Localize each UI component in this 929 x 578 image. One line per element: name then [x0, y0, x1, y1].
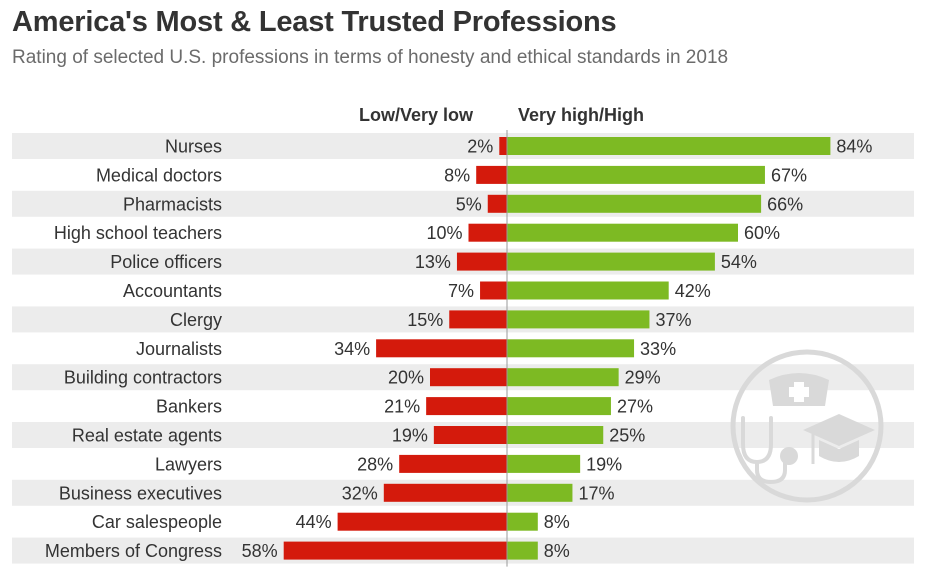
low-bar: [487, 194, 507, 213]
category-label: Pharmacists: [123, 194, 222, 214]
high-value-label: 67%: [771, 165, 807, 185]
high-value-label: 29%: [625, 368, 661, 388]
category-label: Nurses: [165, 137, 222, 157]
high-value-label: 54%: [721, 252, 757, 272]
category-label: Real estate agents: [72, 426, 222, 446]
high-bar: [507, 368, 619, 387]
high-bar: [507, 281, 669, 300]
low-bar: [430, 368, 507, 387]
category-label: Police officers: [110, 252, 222, 272]
high-value-label: 33%: [640, 339, 676, 359]
low-bar: [399, 454, 507, 473]
low-bar: [383, 483, 507, 502]
low-value-label: 15%: [407, 310, 443, 330]
high-bar: [507, 397, 611, 416]
high-value-label: 42%: [675, 281, 711, 301]
high-bar: [507, 194, 762, 213]
high-value-label: 66%: [767, 194, 803, 214]
category-label: Members of Congress: [45, 541, 222, 561]
profession-watermark: [730, 349, 884, 503]
chart-title: America's Most & Least Trusted Professio…: [12, 6, 617, 38]
low-bar: [468, 223, 507, 242]
low-value-label: 10%: [426, 223, 462, 243]
category-label: Building contractors: [64, 368, 222, 388]
low-value-label: 58%: [242, 541, 278, 561]
high-value-label: 25%: [609, 426, 645, 446]
low-value-label: 8%: [444, 165, 470, 185]
stethoscope-icon: [741, 416, 798, 485]
high-bar: [507, 223, 738, 242]
graduation-cap-icon: [803, 414, 875, 464]
category-label: High school teachers: [54, 223, 222, 243]
high-bar: [507, 310, 650, 329]
high-value-label: 60%: [744, 223, 780, 243]
high-bar: [507, 137, 831, 155]
high-bar: [507, 165, 765, 184]
low-value-label: 32%: [342, 483, 378, 503]
low-bar: [449, 310, 507, 329]
low-value-label: 21%: [384, 397, 420, 417]
low-value-label: 28%: [357, 454, 393, 474]
high-value-label: 37%: [655, 310, 691, 330]
high-value-label: 8%: [544, 512, 570, 532]
low-bar: [476, 165, 507, 184]
low-bar: [283, 541, 507, 560]
low-bar: [433, 426, 507, 444]
category-label: Journalists: [136, 339, 222, 359]
low-bar: [376, 339, 507, 358]
category-label: Medical doctors: [96, 165, 222, 185]
low-value-label: 2%: [467, 137, 493, 157]
high-bar: [507, 512, 538, 531]
low-bar: [480, 281, 507, 300]
low-value-label: 5%: [456, 194, 482, 214]
bars: [283, 137, 831, 560]
low-value-label: 34%: [334, 339, 370, 359]
nurse-cap-icon: [769, 373, 829, 406]
category-label: Clergy: [170, 310, 222, 330]
high-bar: [507, 339, 635, 358]
category-label: Accountants: [123, 281, 222, 301]
low-bar: [499, 137, 507, 155]
low-value-label: 7%: [448, 281, 474, 301]
labels: Nurses 2% 84% Medical doctors 8% 67% Pharmacis…: [45, 137, 873, 562]
category-label: Business executives: [59, 483, 222, 503]
high-bar: [507, 426, 604, 444]
high-value-label: 19%: [586, 454, 622, 474]
low-value-label: 19%: [392, 426, 428, 446]
category-label: Car salespeople: [92, 512, 222, 532]
chart-subtitle: Rating of selected U.S. professions in t…: [12, 47, 729, 68]
low-value-label: 13%: [415, 252, 451, 272]
high-bar: [507, 252, 715, 271]
legend-high-label: Very high/High: [518, 105, 645, 125]
high-value-label: 8%: [544, 541, 570, 561]
low-value-label: 44%: [296, 512, 332, 532]
low-bar: [456, 252, 507, 271]
low-bar: [337, 512, 507, 531]
category-label: Lawyers: [155, 454, 222, 474]
high-bar: [507, 541, 538, 560]
high-value-label: 17%: [578, 483, 614, 503]
legend-low-label: Low/Very low: [359, 105, 474, 125]
row-band: [12, 190, 914, 217]
high-bar: [507, 454, 581, 473]
low-value-label: 20%: [388, 368, 424, 388]
category-label: Bankers: [156, 397, 222, 417]
high-value-label: 84%: [836, 137, 872, 157]
high-bar: [507, 483, 573, 502]
high-value-label: 27%: [617, 397, 653, 417]
low-bar: [426, 397, 507, 416]
